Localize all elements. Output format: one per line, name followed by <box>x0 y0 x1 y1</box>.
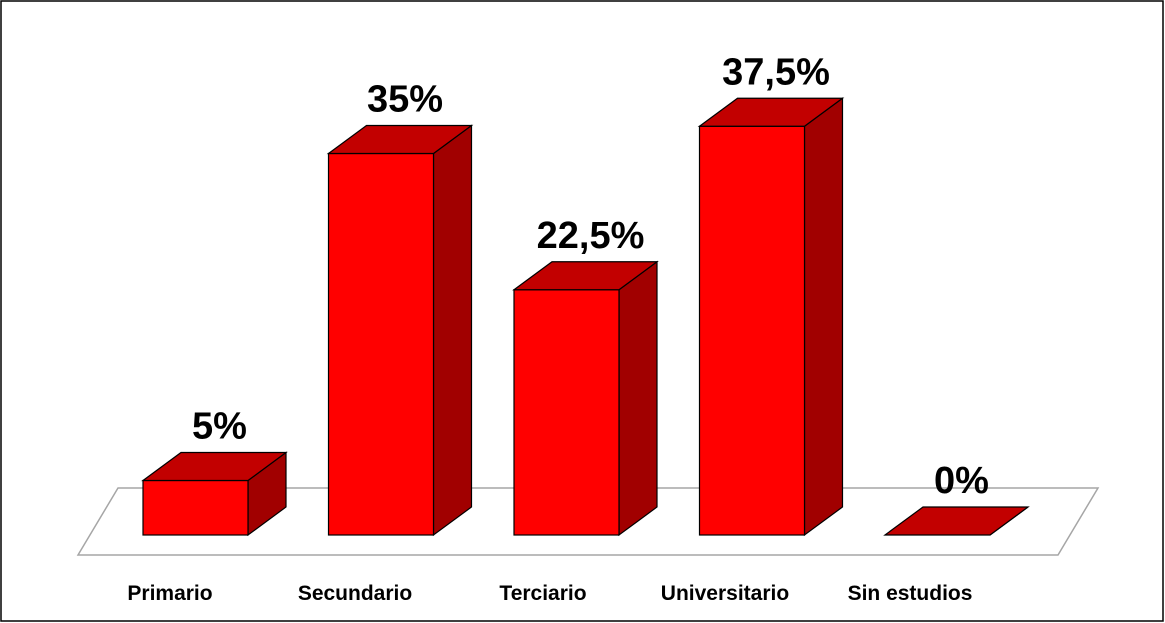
bar-top <box>326 124 474 155</box>
bar-side <box>618 260 658 537</box>
data-label: 5% <box>192 406 247 448</box>
data-label: 0% <box>934 460 989 502</box>
bar-top <box>141 451 288 482</box>
bar-side <box>803 97 844 537</box>
bar-front <box>698 125 806 536</box>
data-label: 37,5% <box>722 51 830 93</box>
x-tick-label: Secundario <box>298 582 412 605</box>
x-tick-label: Universitario <box>661 582 789 605</box>
bar-top <box>883 506 1030 536</box>
x-tick-label: Terciario <box>499 582 586 605</box>
bar-top <box>697 97 845 127</box>
data-label: 35% <box>367 79 443 121</box>
data-label: 22,5% <box>537 215 645 257</box>
x-tick-label: Sin estudios <box>848 582 973 605</box>
bar-front <box>142 479 249 536</box>
bar-front <box>327 152 435 536</box>
x-tick-label: Primario <box>127 582 212 605</box>
bar-top <box>512 261 659 291</box>
bar-front <box>513 289 620 536</box>
bar-side <box>432 124 473 537</box>
